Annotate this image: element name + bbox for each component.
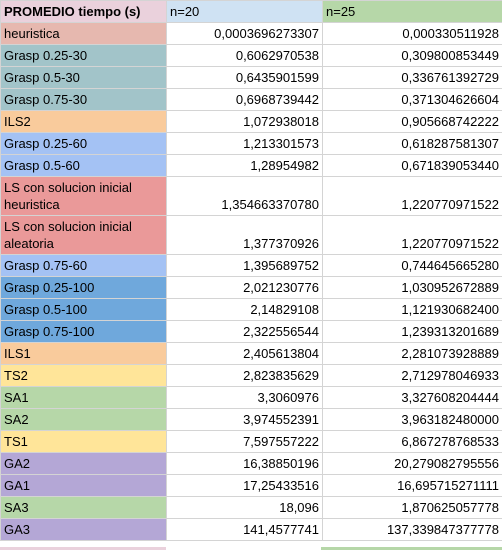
time-n25-cell[interactable]: 20,279082795556	[322, 452, 502, 475]
algorithm-name-cell[interactable]: LS con solucion inicial aleatoria	[0, 215, 167, 255]
algorithm-name-cell[interactable]: SA1	[0, 386, 167, 409]
table-row: Grasp 0.25-60 1,213301573 0,618287581307	[0, 132, 502, 155]
table-row: LS con solucion inicial aleatoria 1,37737…	[0, 215, 502, 255]
time-n20-cell[interactable]: 17,25433516	[166, 474, 323, 497]
time-n25-cell[interactable]: 1,870625057778	[322, 496, 502, 519]
algorithm-name-cell[interactable]: GA1	[0, 474, 167, 497]
time-n20-cell[interactable]: 2,021230776	[166, 276, 323, 299]
table-row: TS1 7,597557222 6,867278768533	[0, 430, 502, 453]
header-row: PROMEDIO tiempo (s) n=20 n=25	[0, 0, 502, 23]
time-n25-cell[interactable]: 1,239313201689	[322, 320, 502, 343]
algorithm-name-cell[interactable]: TS2	[0, 364, 167, 387]
table-row: ILS2 1,072938018 0,905668742222	[0, 110, 502, 133]
time-n20-cell[interactable]: 2,405613804	[166, 342, 323, 365]
table-row: GA1 17,25433516 16,695715271111	[0, 474, 502, 497]
time-n25-cell[interactable]: 0,371304626604	[322, 88, 502, 111]
time-n25-cell[interactable]: 137,339847377778	[322, 518, 502, 541]
time-n20-cell[interactable]: 0,6435901599	[166, 66, 323, 89]
time-n25-cell[interactable]: 3,327608204444	[322, 386, 502, 409]
table-row: SA2 3,974552391 3,963182480000	[0, 408, 502, 431]
table-row: heuristica 0,0003696273307 0,000330511928	[0, 22, 502, 45]
time-n25-cell[interactable]: 3,963182480000	[322, 408, 502, 431]
time-n20-cell[interactable]: 1,377370926	[166, 215, 323, 255]
algorithm-name-cell[interactable]: GA2	[0, 452, 167, 475]
time-n20-cell[interactable]: 0,6968739442	[166, 88, 323, 111]
table-row: Grasp 0.75-60 1,395689752 0,744645665280	[0, 254, 502, 277]
next-row-n25-fill	[321, 547, 502, 550]
algorithm-name-cell[interactable]: Grasp 0.5-30	[0, 66, 167, 89]
time-n25-cell[interactable]: 2,281073928889	[322, 342, 502, 365]
algorithm-name-cell[interactable]: Grasp 0.25-100	[0, 276, 167, 299]
time-n20-cell[interactable]: 1,395689752	[166, 254, 323, 277]
time-n20-cell[interactable]: 3,3060976	[166, 386, 323, 409]
algorithm-name-cell[interactable]: ILS1	[0, 342, 167, 365]
algorithm-name-cell[interactable]: Grasp 0.75-30	[0, 88, 167, 111]
table-row: Grasp 0.25-30 0,6062970538 0,309800853449	[0, 44, 502, 67]
time-n20-cell[interactable]: 2,823835629	[166, 364, 323, 387]
header-label-cell[interactable]: PROMEDIO tiempo (s)	[0, 0, 167, 23]
table-row: Grasp 0.5-30 0,6435901599 0,336761392729	[0, 66, 502, 89]
table-row: Grasp 0.5-60 1,28954982 0,671839053440	[0, 154, 502, 177]
time-n20-cell[interactable]: 1,213301573	[166, 132, 323, 155]
header-n20-cell[interactable]: n=20	[166, 0, 323, 23]
time-n25-cell[interactable]: 16,695715271111	[322, 474, 502, 497]
time-n20-cell[interactable]: 7,597557222	[166, 430, 323, 453]
time-n25-cell[interactable]: 1,220770971522	[322, 215, 502, 255]
algorithm-name-cell[interactable]: LS con solucion inicial heuristica	[0, 176, 167, 216]
header-n25-cell[interactable]: n=25	[322, 0, 502, 23]
time-n20-cell[interactable]: 1,072938018	[166, 110, 323, 133]
table-row: GA2 16,38850196 20,279082795556	[0, 452, 502, 475]
algorithm-name-cell[interactable]: SA2	[0, 408, 167, 431]
time-n25-cell[interactable]: 0,905668742222	[322, 110, 502, 133]
table-row: GA3 141,4577741 137,339847377778	[0, 518, 502, 541]
time-n20-cell[interactable]: 1,354663370780	[166, 176, 323, 216]
time-n20-cell[interactable]: 141,4577741	[166, 518, 323, 541]
time-n25-cell[interactable]: 1,220770971522	[322, 176, 502, 216]
next-row-label-fill	[0, 547, 166, 550]
time-n25-cell[interactable]: 1,121930682400	[322, 298, 502, 321]
algorithm-name-cell[interactable]: SA3	[0, 496, 167, 519]
algorithm-name-cell[interactable]: Grasp 0.25-30	[0, 44, 167, 67]
time-n25-cell[interactable]: 0,618287581307	[322, 132, 502, 155]
time-n20-cell[interactable]: 2,322556544	[166, 320, 323, 343]
time-n25-cell[interactable]: 0,000330511928	[322, 22, 502, 45]
time-n25-cell[interactable]: 2,712978046933	[322, 364, 502, 387]
algorithm-name-cell[interactable]: heuristica	[0, 22, 167, 45]
table-row: TS2 2,823835629 2,712978046933	[0, 364, 502, 387]
table-row: Grasp 0.25-100 2,021230776 1,030952672889	[0, 276, 502, 299]
table-row: SA3 18,096 1,870625057778	[0, 496, 502, 519]
algorithm-name-cell[interactable]: Grasp 0.5-100	[0, 298, 167, 321]
table-row: LS con solucion inicial heuristica 1,3546…	[0, 176, 502, 216]
algorithm-name-cell[interactable]: ILS2	[0, 110, 167, 133]
next-row-strip	[0, 547, 502, 550]
algorithm-name-cell[interactable]: TS1	[0, 430, 167, 453]
algorithm-name-cell[interactable]: Grasp 0.5-60	[0, 154, 167, 177]
time-n25-cell[interactable]: 6,867278768533	[322, 430, 502, 453]
time-n20-cell[interactable]: 16,38850196	[166, 452, 323, 475]
algorithm-name-cell[interactable]: Grasp 0.25-60	[0, 132, 167, 155]
time-n20-cell[interactable]: 2,14829108	[166, 298, 323, 321]
time-n25-cell[interactable]: 0,671839053440	[322, 154, 502, 177]
time-n25-cell[interactable]: 0,309800853449	[322, 44, 502, 67]
time-n20-cell[interactable]: 18,096	[166, 496, 323, 519]
time-n20-cell[interactable]: 0,6062970538	[166, 44, 323, 67]
table-row: ILS1 2,405613804 2,281073928889	[0, 342, 502, 365]
algorithm-name-cell[interactable]: GA3	[0, 518, 167, 541]
time-n20-cell[interactable]: 1,28954982	[166, 154, 323, 177]
algorithm-name-cell[interactable]: Grasp 0.75-60	[0, 254, 167, 277]
table-row: SA1 3,3060976 3,327608204444	[0, 386, 502, 409]
algorithm-name-cell[interactable]: Grasp 0.75-100	[0, 320, 167, 343]
time-n25-cell[interactable]: 1,030952672889	[322, 276, 502, 299]
table-row: Grasp 0.5-100 2,14829108 1,121930682400	[0, 298, 502, 321]
table-row: Grasp 0.75-100 2,322556544 1,239313201689	[0, 320, 502, 343]
table-row: Grasp 0.75-30 0,6968739442 0,371304626604	[0, 88, 502, 111]
time-n20-cell[interactable]: 0,0003696273307	[166, 22, 323, 45]
time-n25-cell[interactable]: 0,336761392729	[322, 66, 502, 89]
time-n20-cell[interactable]: 3,974552391	[166, 408, 323, 431]
time-n25-cell[interactable]: 0,744645665280	[322, 254, 502, 277]
